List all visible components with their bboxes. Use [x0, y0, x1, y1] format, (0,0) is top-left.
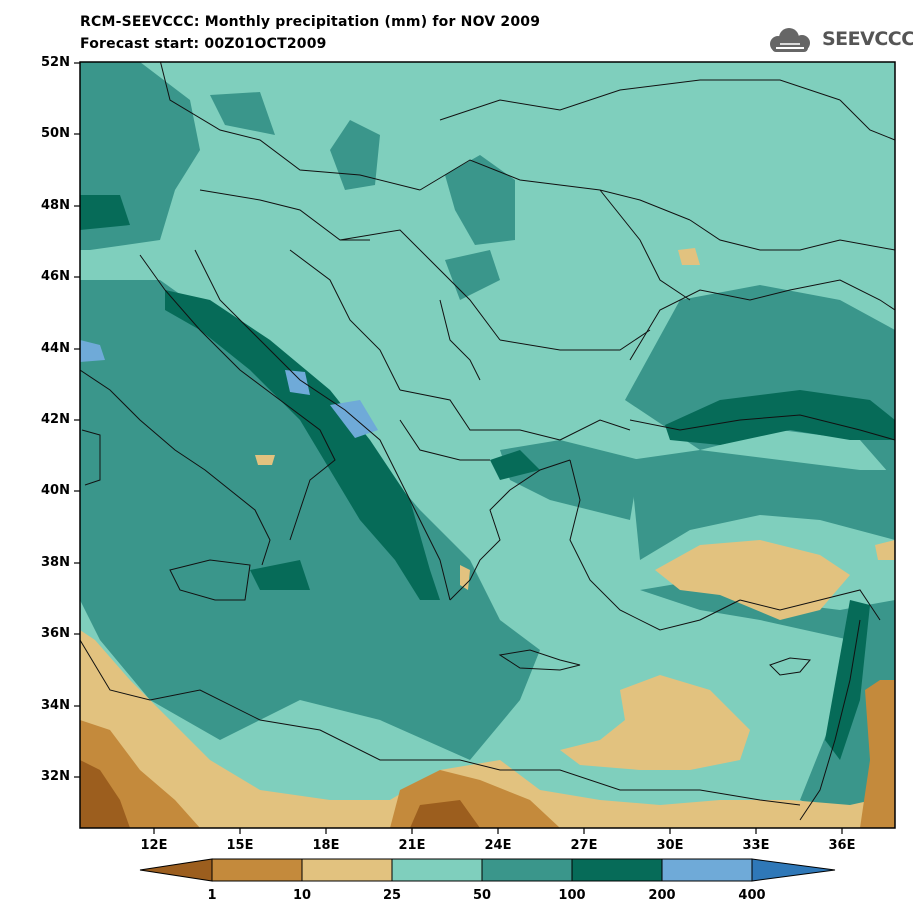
lon-label: 30E: [656, 838, 684, 853]
colorbar-label: 400: [738, 888, 766, 903]
lon-ticks: [153, 828, 843, 834]
lon-label: 24E: [484, 838, 512, 853]
colorbar-100-200: [571, 858, 663, 882]
lat-label: 36N: [41, 626, 70, 641]
forecast-start-label: Forecast start: 00Z01OCT2009: [80, 36, 327, 52]
colorbar-label: 1: [207, 888, 217, 903]
lon-label: 15E: [226, 838, 254, 853]
lat-label: 44N: [41, 341, 70, 356]
colorbar-below-1: [139, 858, 213, 882]
coastlines-borders: [80, 62, 895, 821]
colorbar-50-100: [481, 858, 573, 882]
lat-ticks: [74, 62, 80, 778]
map-frame: [79, 61, 896, 829]
lat-label: 46N: [41, 269, 70, 284]
lat-label: 40N: [41, 483, 70, 498]
seevccc-logo: SEEVCCC: [822, 28, 913, 50]
lat-label: 34N: [41, 698, 70, 713]
lon-label: 36E: [828, 838, 856, 853]
lon-label: 33E: [742, 838, 770, 853]
cloud-logo-icon: [770, 28, 810, 52]
colorbar-label: 100: [558, 888, 586, 903]
lon-label: 18E: [312, 838, 340, 853]
lat-label: 48N: [41, 198, 70, 213]
lon-label: 21E: [398, 838, 426, 853]
map-title: RCM-SEEVCCC: Monthly precipitation (mm) …: [80, 14, 541, 30]
lat-label: 50N: [41, 126, 70, 141]
colorbar-label: 200: [648, 888, 676, 903]
colorbar-label: 10: [292, 888, 312, 903]
colorbar-200-400: [661, 858, 753, 882]
colorbar: [139, 858, 836, 882]
colorbar-25-50: [391, 858, 483, 882]
colorbar-label: 25: [382, 888, 402, 903]
colorbar-above-400: [751, 858, 836, 882]
lon-label: 12E: [140, 838, 168, 853]
colorbar-1-10: [211, 858, 303, 882]
precip-field: [80, 62, 895, 828]
lat-label: 38N: [41, 555, 70, 570]
colorbar-label: 50: [472, 888, 492, 903]
lat-label: 42N: [41, 412, 70, 427]
colorbar-10-25: [301, 858, 393, 882]
lon-label: 27E: [570, 838, 598, 853]
lat-label: 32N: [41, 769, 70, 784]
lat-label: 52N: [41, 55, 70, 70]
